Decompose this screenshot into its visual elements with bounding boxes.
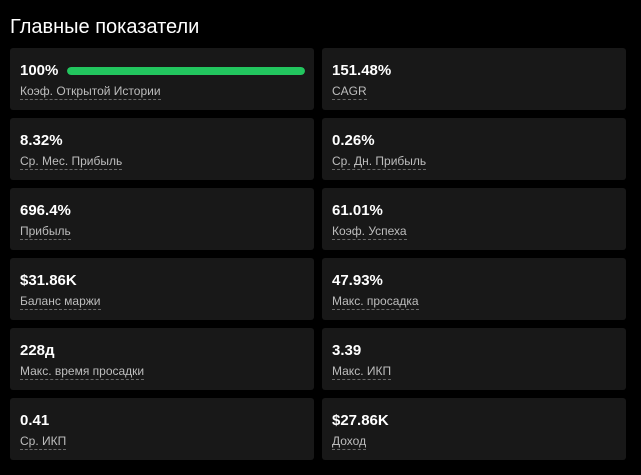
metric-value: 228д xyxy=(20,342,55,359)
metric-value: 100% xyxy=(20,62,59,79)
page-title: Главные показатели xyxy=(10,16,200,38)
progress-bar-fill xyxy=(67,67,306,75)
metric-card-cagr: 151.48% CAGR xyxy=(322,48,626,110)
metric-value: 0.41 xyxy=(20,412,50,429)
metric-card-max-drawdown-time: 228д Макс. время просадки xyxy=(10,328,314,390)
metric-label[interactable]: Доход xyxy=(332,434,367,450)
progress-bar xyxy=(67,67,306,75)
metric-value: $31.86K xyxy=(20,272,77,289)
metric-label[interactable]: Прибыль xyxy=(20,224,71,240)
metric-label[interactable]: Макс. просадка xyxy=(332,294,419,310)
metric-value: 696.4% xyxy=(20,202,71,219)
metric-value: $27.86K xyxy=(332,412,389,429)
metrics-grid: 100% Коэф. Открытой Истории 151.48% CAGR… xyxy=(10,48,626,460)
metric-label[interactable]: Коэф. Открытой Истории xyxy=(20,84,161,100)
metric-label[interactable]: Коэф. Успеха xyxy=(332,224,407,240)
metric-card-avg-ikp: 0.41 Ср. ИКП xyxy=(10,398,314,460)
metric-card-win-rate: 61.01% Коэф. Успеха xyxy=(322,188,626,250)
metric-card-avg-monthly-profit: 8.32% Ср. Мес. Прибыль xyxy=(10,118,314,180)
metric-card-max-drawdown: 47.93% Макс. просадка xyxy=(322,258,626,320)
metric-card-avg-daily-profit: 0.26% Ср. Дн. Прибыль xyxy=(322,118,626,180)
metric-card-margin-balance: $31.86K Баланс маржи xyxy=(10,258,314,320)
metric-card-max-ikp: 3.39 Макс. ИКП xyxy=(322,328,626,390)
metric-label[interactable]: Ср. Дн. Прибыль xyxy=(332,154,427,170)
metric-value: 151.48% xyxy=(332,62,392,79)
metric-value: 61.01% xyxy=(332,202,383,219)
metric-label[interactable]: Ср. Мес. Прибыль xyxy=(20,154,123,170)
metric-card-income: $27.86K Доход xyxy=(322,398,626,460)
metric-card-profit: 696.4% Прибыль xyxy=(10,188,314,250)
metric-value: 8.32% xyxy=(20,132,63,149)
metric-label[interactable]: Ср. ИКП xyxy=(20,434,67,450)
metric-label[interactable]: Макс. ИКП xyxy=(332,364,392,380)
metric-value: 3.39 xyxy=(332,342,362,359)
metric-value: 0.26% xyxy=(332,132,375,149)
metric-value: 47.93% xyxy=(332,272,383,289)
metric-label[interactable]: CAGR xyxy=(332,84,367,100)
metric-label[interactable]: Макс. время просадки xyxy=(20,364,145,380)
metric-card-open-history: 100% Коэф. Открытой Истории xyxy=(10,48,314,110)
metric-label[interactable]: Баланс маржи xyxy=(20,294,101,310)
